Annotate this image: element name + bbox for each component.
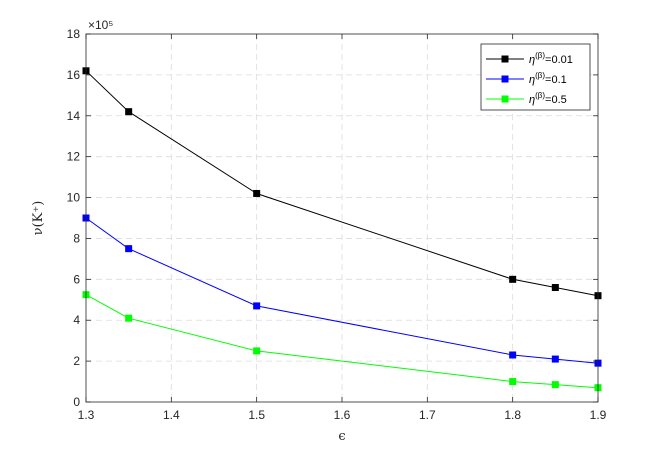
y-tick-label: 16 [67, 68, 81, 82]
data-point [253, 302, 261, 310]
data-point [509, 378, 517, 386]
y-multiplier: ×10⁵ [88, 18, 113, 32]
legend-marker [501, 75, 509, 83]
y-tick-label: 4 [73, 313, 80, 327]
x-tick-label: 1.4 [163, 408, 180, 422]
data-point [253, 347, 261, 355]
x-tick-label: 1.6 [334, 408, 351, 422]
data-point [125, 108, 133, 116]
x-tick-label: 1.5 [248, 408, 265, 422]
data-point [125, 314, 133, 322]
x-tick-label: 1.7 [419, 408, 436, 422]
series-line [85, 70, 599, 297]
x-tick-label: 1.3 [78, 408, 95, 422]
data-point [551, 355, 559, 363]
x-tick-label: 1.8 [504, 408, 521, 422]
legend-marker [501, 55, 509, 63]
legend-entry: η(β)=0.01 [529, 51, 573, 66]
y-tick-label: 6 [73, 272, 80, 286]
y-tick-label: 10 [67, 191, 81, 205]
x-tick-label: 1.9 [590, 408, 607, 422]
data-point [509, 275, 517, 283]
data-point [253, 189, 261, 197]
legend-entry: η(β)=0.5 [529, 91, 567, 106]
y-tick-label: 2 [73, 354, 80, 368]
x-axis-label: ϵ [338, 429, 345, 444]
data-point [125, 245, 133, 253]
data-point [551, 284, 559, 292]
y-tick-label: 14 [67, 109, 81, 123]
series-line [85, 217, 599, 364]
y-tick-label: 18 [67, 27, 81, 41]
legend-entry: η(β)=0.1 [529, 71, 567, 86]
legend-marker [501, 95, 509, 103]
grid [86, 34, 598, 402]
y-tick-label: 0 [73, 395, 80, 409]
y-axis-label: ν(K⁺) [31, 201, 46, 236]
legend: η(β)=0.01 η(β)=0.1 η(β)=0.5 [480, 43, 591, 111]
ticks: 1.3 1.4 1.5 1.6 1.7 1.8 1.9 0 2 4 6 8 10 12 14 16 18 [67, 27, 607, 422]
data-point [509, 351, 517, 359]
y-tick-label: 8 [73, 231, 80, 245]
y-tick-label: 12 [67, 150, 81, 164]
series-line [85, 294, 599, 389]
data-point [551, 381, 559, 389]
